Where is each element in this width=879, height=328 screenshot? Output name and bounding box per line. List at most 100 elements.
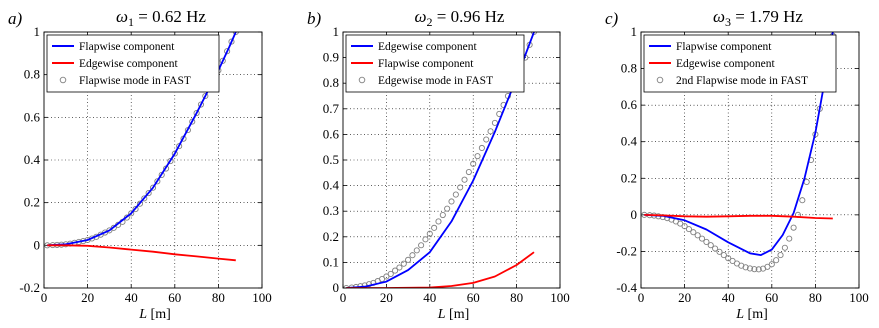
legend-item: Edgewise mode in FAST <box>358 75 493 87</box>
data-point-marker <box>768 261 775 268</box>
legend-marker-swatch <box>59 76 67 84</box>
legend: Edgewise component Flapwise component Edge… <box>345 34 525 93</box>
data-point-marker <box>439 211 446 219</box>
y-tick-label: 0.1 <box>323 254 339 269</box>
data-point-marker <box>106 227 113 234</box>
data-point-marker <box>141 195 148 202</box>
data-point-marker <box>764 263 771 270</box>
data-point-marker <box>435 218 442 225</box>
y-tick-label: 0.4 <box>621 134 638 149</box>
data-point-marker <box>487 128 494 135</box>
data-point-marker <box>751 266 758 273</box>
x-tick-label: 0 <box>638 290 645 305</box>
y-tick-label: 0 <box>34 237 41 252</box>
data-point-marker <box>110 224 117 231</box>
data-point-marker <box>448 198 455 205</box>
data-point-marker <box>219 57 226 64</box>
data-point-marker <box>698 235 706 242</box>
series-line-2 <box>47 244 236 262</box>
data-point-marker <box>422 236 429 243</box>
x-tick-label: 40 <box>722 290 735 305</box>
y-tick-label: 0.8 <box>621 61 637 76</box>
x-tick-label: 60 <box>765 290 778 305</box>
legend-item: Flapwise component <box>649 41 772 53</box>
y-tick-label: 0.3 <box>323 203 339 218</box>
data-point-marker <box>132 206 139 213</box>
data-point-marker <box>197 101 205 108</box>
data-point-marker <box>158 171 165 178</box>
y-tick-label: 1 <box>34 24 41 39</box>
legend: Flapwise component Edgewise component Flap… <box>46 34 220 93</box>
legend-item: Flapwise mode in FAST <box>59 75 191 87</box>
y-tick-label: 0.2 <box>24 195 40 210</box>
data-point-marker <box>716 248 723 255</box>
y-tick-label: -0.2 <box>616 243 637 258</box>
series-line-1 <box>47 32 237 247</box>
title-subscript: 2 <box>427 15 433 29</box>
data-point-marker <box>729 257 736 264</box>
data-point-marker <box>457 184 464 191</box>
chart-panel-3: 0 20 40 60 80 100 -0.4 -0.2 0 0.2 0.4 0.6 0.8 1 Flapwi… <box>605 7 869 322</box>
data-point-marker <box>413 247 420 254</box>
x-tick-label: 60 <box>168 290 181 305</box>
data-point-marker <box>746 265 754 272</box>
data-point-marker <box>685 226 693 233</box>
data-point-marker <box>392 267 399 274</box>
data-point-marker <box>478 144 485 152</box>
data-point-marker <box>136 200 143 207</box>
x-tick-label: 80 <box>212 290 225 305</box>
title-symbol: ω <box>415 7 427 26</box>
data-point-marker <box>491 119 498 126</box>
data-point-marker <box>799 197 806 204</box>
axes-frame <box>342 31 561 289</box>
x-tick-label: 80 <box>510 290 523 305</box>
series-group <box>641 32 836 273</box>
y-tick-label: 0.6 <box>24 109 41 124</box>
legend-box <box>46 34 220 93</box>
series-line-1 <box>346 32 535 288</box>
data-point-marker <box>703 238 710 245</box>
data-point-marker <box>383 273 390 280</box>
y-tick-label: 0.8 <box>323 75 339 90</box>
data-point-marker <box>470 160 477 167</box>
data-point-marker <box>426 230 433 237</box>
data-point-marker <box>224 48 231 55</box>
legend: Flapwise component Edgewise component 2nd … <box>643 34 837 93</box>
data-point-marker <box>786 235 793 242</box>
data-point-marker <box>474 153 481 160</box>
data-point-marker <box>189 118 196 125</box>
chart-panel-2: 0 20 40 60 80 100 0 0.1 0.2 0.3 0.4 0.5 0.6 0.7 0.8 0.9… <box>307 7 570 322</box>
y-tick-label: 0.4 <box>24 152 41 167</box>
x-tick-label: 100 <box>849 290 869 305</box>
x-axis-label-var: L <box>437 307 446 322</box>
chart-title: ω2 = 0.96 Hz <box>415 7 505 29</box>
x-tick-label: 80 <box>809 290 822 305</box>
y-tick-label: 0.9 <box>323 50 339 65</box>
data-point-marker <box>149 184 157 191</box>
legend-marker-swatch <box>656 76 664 84</box>
y-tick-label: 0.8 <box>24 67 40 82</box>
data-point-marker <box>755 266 762 273</box>
title-symbol: ω <box>116 7 128 26</box>
legend-label: Flapwise mode in FAST <box>79 75 191 87</box>
x-axis-label-unit: [m] <box>744 307 768 322</box>
legend-item: Edgewise component <box>351 41 477 53</box>
legend-item: 2nd Flapwise mode in FAST <box>656 75 808 87</box>
x-axis-label: L [m] <box>138 307 171 322</box>
x-axis-label-unit: [m] <box>446 307 470 322</box>
axes-frame <box>640 31 860 289</box>
data-point-marker <box>193 110 200 117</box>
data-point-marker <box>123 214 130 221</box>
panel-label: b) <box>307 9 322 28</box>
x-axis-label-unit: [m] <box>147 307 171 322</box>
data-point-marker <box>720 252 727 259</box>
y-tick-label: 0.2 <box>323 229 339 244</box>
panel-label: a) <box>8 9 23 28</box>
legend-label: Edgewise mode in FAST <box>378 75 493 87</box>
y-tick-label: -0.4 <box>616 280 637 295</box>
data-point-marker <box>228 38 235 45</box>
data-point-marker <box>171 150 178 157</box>
y-tick-label: 1 <box>333 24 340 39</box>
